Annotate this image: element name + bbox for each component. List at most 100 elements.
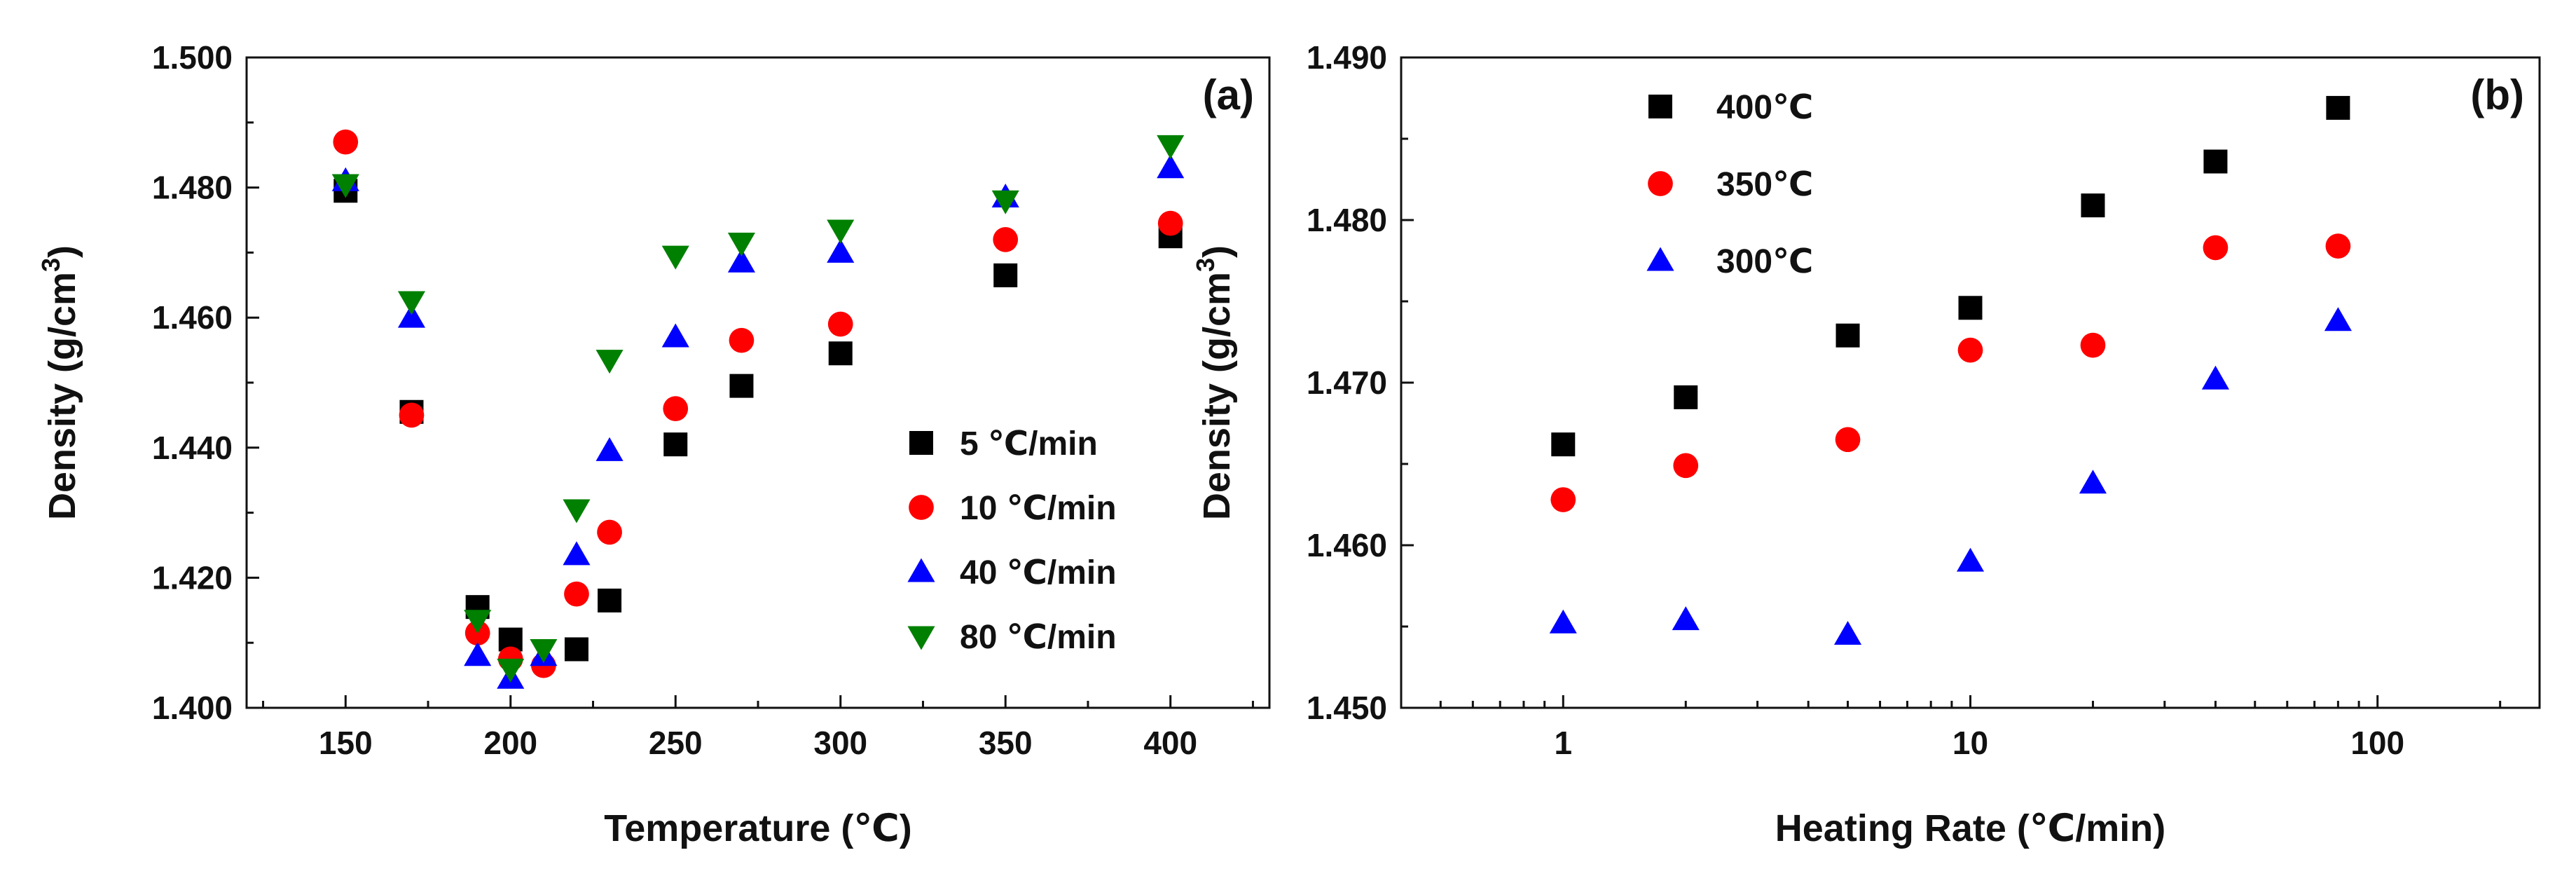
panel-a-y-tick-label: 1.440 xyxy=(152,430,233,466)
panel-b-legend-marker xyxy=(1648,95,1672,118)
panel-b-y-axis-title-superscript: 3 xyxy=(1191,258,1220,272)
panel-a-data-point xyxy=(993,226,1019,252)
panel-a-data-point xyxy=(661,245,689,270)
panel-a-y-axis-title: Density (g/cm3) xyxy=(36,245,83,520)
panel-a-data-point xyxy=(827,238,855,263)
panel-b-data-point xyxy=(2080,332,2106,358)
panel-b-data-point xyxy=(2203,235,2229,261)
panel-b-y-tick-label: 1.480 xyxy=(1307,202,1387,238)
panel-a-data-point xyxy=(595,350,624,374)
panel-a-data-point xyxy=(1157,154,1185,179)
panel-a-series-1 xyxy=(333,179,1183,662)
panel-a-x-tick-label: 150 xyxy=(319,725,373,761)
panel-a-data-point xyxy=(827,219,855,244)
panel-a-legend-label: 80 ℃/min xyxy=(960,619,1117,656)
panel-a-y-tick-label: 1.400 xyxy=(152,690,233,726)
panel-a-y-axis-title-close: ) xyxy=(41,245,83,258)
panel-b-x-axis-title: Heating Rate (℃/min) xyxy=(1775,807,2165,849)
panel-b-y-tick-label: 1.470 xyxy=(1307,364,1387,401)
panel-a-y-tick-label: 1.460 xyxy=(152,299,233,336)
panel-b-chart: 1 10 100 1.450 1.460 1.470 1.480 1.490 Heating R… xyxy=(1191,39,2541,849)
panel-a-x-tick-label: 250 xyxy=(649,725,703,761)
panel-b-legend-marker xyxy=(1648,171,1673,196)
panel-a-chart: 150 200 250 300 350 400 1.400 1.420 1.440 1.460 1.… xyxy=(36,39,1271,849)
panel-b-legend-label: 300℃ xyxy=(1716,243,1813,280)
panel-a-panel-label: (a) xyxy=(1203,71,1254,118)
panel-a-data-point xyxy=(1157,135,1185,159)
panel-a-x-tick-label: 350 xyxy=(979,725,1033,761)
panel-b-y-axis-title: Density (g/cm3) xyxy=(1191,245,1238,520)
panel-b-series-2 xyxy=(1550,233,2351,512)
panel-b-data-point xyxy=(1551,432,1576,457)
panel-b-data-point xyxy=(2079,470,2107,494)
panel-a-data-point xyxy=(991,190,1019,214)
panel-a-x-tick-label: 400 xyxy=(1143,725,1197,761)
panel-b-data-point xyxy=(2325,233,2351,259)
panel-a-y-tick-label: 1.500 xyxy=(152,39,233,76)
panel-b-data-point xyxy=(2201,365,2229,390)
panel-b-data-point xyxy=(1550,487,1576,512)
panel-b-data-point xyxy=(1835,427,1861,453)
panel-a-data-point xyxy=(563,541,591,566)
panel-b-data-point xyxy=(1674,385,1698,409)
panel-a-data-point xyxy=(563,499,591,524)
panel-b-y-tick-label: 1.490 xyxy=(1307,39,1387,76)
panel-a-data-point xyxy=(464,610,492,634)
panel-b-y-axis-title-main: Density (g/cm xyxy=(1196,272,1238,520)
panel-a-y-tick-label: 1.480 xyxy=(152,170,233,206)
panel-a-data-point xyxy=(331,174,359,198)
panel-b-panel-label: (b) xyxy=(2470,71,2524,118)
panel-b-y-axis-title-close: ) xyxy=(1196,245,1238,258)
panel-b-data-point xyxy=(1956,547,1985,572)
panel-a-x-tick-label: 200 xyxy=(483,725,537,761)
panel-a-legend-marker xyxy=(909,431,933,455)
panel-a-legend-marker xyxy=(909,495,934,520)
panel-b-data-point xyxy=(1833,621,1862,645)
panel-a-legend: 5 ℃/min 10 ℃/min 40 ℃/min 80 ℃/min xyxy=(907,425,1117,656)
panel-b-x-tick-label: 10 xyxy=(1952,725,1988,761)
panel-a-data-point xyxy=(597,519,622,545)
panel-b-data-point xyxy=(1673,453,1699,479)
panel-a-legend-marker xyxy=(907,558,935,582)
panel-a-data-point xyxy=(729,327,755,353)
panel-b-legend-label: 400℃ xyxy=(1716,89,1813,126)
panel-a-data-point xyxy=(663,396,689,421)
panel-b-data-point xyxy=(2324,307,2352,331)
panel-a-legend-label: 40 ℃/min xyxy=(960,554,1117,591)
panel-b-data-point xyxy=(2326,95,2350,120)
panel-b-data-point xyxy=(2081,193,2105,218)
panel-b-series-3 xyxy=(1549,307,2352,645)
panel-b-data-point xyxy=(1549,609,1577,634)
panel-a-y-tick-label: 1.420 xyxy=(152,559,233,596)
panel-a-data-point xyxy=(828,341,853,366)
panel-a-y-axis-title-main: Density (g/cm xyxy=(41,272,83,520)
panel-a-legend-label: 5 ℃/min xyxy=(960,425,1098,463)
panel-a-x-axis-title: Temperature (℃) xyxy=(604,807,911,849)
panel-a-data-point xyxy=(564,637,588,662)
panel-a-data-point xyxy=(464,642,492,666)
panel-b-series-1 xyxy=(1551,95,2350,457)
panel-a-series-4 xyxy=(331,135,1185,683)
panel-a-data-point xyxy=(993,263,1018,287)
panel-a-data-point xyxy=(595,437,624,461)
panel-b-y-tick-label: 1.450 xyxy=(1307,690,1387,726)
panel-b-data-point xyxy=(1958,296,1983,320)
panel-a-data-point xyxy=(1157,210,1183,236)
panel-a-data-point xyxy=(333,129,359,155)
panel-a-data-point xyxy=(397,303,426,328)
panel-a-data-point xyxy=(598,588,622,613)
panel-a-data-point xyxy=(661,323,689,348)
panel-a-legend-label: 10 ℃/min xyxy=(960,490,1117,527)
panel-b-legend-marker xyxy=(1646,247,1674,271)
panel-a-data-point xyxy=(827,311,853,337)
panel-b-legend-label: 350℃ xyxy=(1716,166,1813,203)
panel-b-x-tick-label: 1 xyxy=(1554,725,1572,761)
panel-a-data-point xyxy=(729,374,754,398)
panel-b-data-point xyxy=(1672,606,1700,631)
panel-b-legend: 400℃ 350℃ 300℃ xyxy=(1646,89,1813,280)
panel-a-data-point xyxy=(727,248,756,273)
panel-a-data-point xyxy=(497,658,525,683)
panel-a-data-point xyxy=(397,291,426,315)
